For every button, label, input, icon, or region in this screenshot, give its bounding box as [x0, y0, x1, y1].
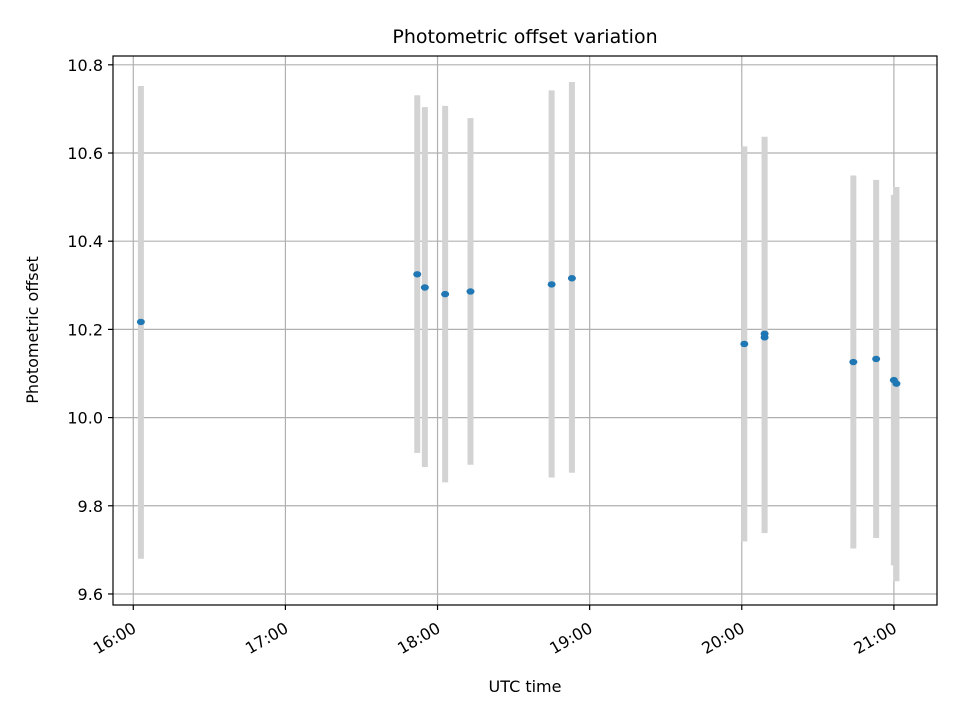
- chart-title: Photometric offset variation: [392, 26, 657, 48]
- y-axis-ticks: 9.6 9.8 10.0 10.2 10.4 10.6 10.8: [67, 56, 113, 604]
- y-tick-label: 10.8: [67, 56, 103, 75]
- data-point: [567, 275, 576, 282]
- data-point: [413, 271, 422, 278]
- y-tick-label: 10.4: [67, 232, 103, 251]
- y-tick-label: 10.0: [67, 409, 103, 428]
- y-tick-label: 9.6: [78, 585, 103, 604]
- data-point: [547, 281, 556, 288]
- y-axis-label: Photometric offset: [23, 256, 42, 404]
- data-point: [872, 355, 881, 363]
- y-tick-label: 10.6: [67, 144, 103, 163]
- data-point: [849, 358, 858, 366]
- data-point: [136, 318, 145, 326]
- data-point: [466, 288, 475, 295]
- x-axis-label: UTC time: [489, 677, 562, 696]
- y-tick-label: 10.2: [67, 320, 103, 339]
- data-point: [441, 290, 450, 298]
- y-tick-label: 9.8: [78, 497, 103, 516]
- data-points: [136, 271, 901, 387]
- plot-frame: [112, 55, 938, 606]
- data-point: [760, 330, 769, 338]
- data-point: [420, 284, 429, 291]
- data-point: [740, 340, 749, 348]
- data-point: [892, 380, 901, 387]
